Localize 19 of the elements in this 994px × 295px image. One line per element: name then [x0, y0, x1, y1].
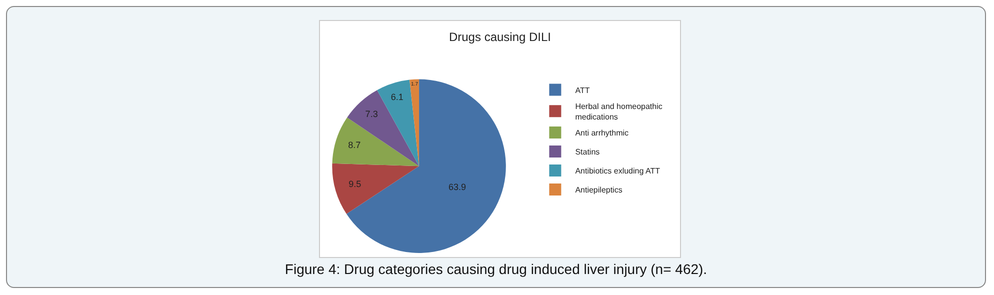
data-label: 63.9 — [448, 182, 466, 192]
pie-slice — [377, 80, 420, 166]
chart-title: Drugs causing DILI — [448, 30, 552, 44]
legend-label: Antibiotics exluding ATT — [575, 166, 660, 176]
data-label: 7.3 — [365, 109, 378, 120]
pie-slice — [332, 117, 420, 166]
legend-label: Statins — [575, 148, 600, 157]
caption: Figure 4: Drug categories causing drug induced liver injury (n= 462). — [284, 261, 708, 277]
data-label: 9.5 — [348, 179, 362, 190]
legend-label: Antiepileptics — [575, 186, 622, 195]
legend-label: Anti arrhythmic — [575, 128, 629, 138]
pie-slice — [347, 90, 420, 166]
data-label: 8.7 — [348, 140, 361, 150]
legend-label: ATT — [575, 86, 590, 95]
data-label: 6.1 — [390, 92, 404, 102]
legend-label: Herbal and homeopathic medications — [575, 102, 662, 122]
pie-slice — [346, 79, 506, 253]
pie-slice — [410, 79, 420, 166]
pie-slice — [332, 163, 420, 214]
